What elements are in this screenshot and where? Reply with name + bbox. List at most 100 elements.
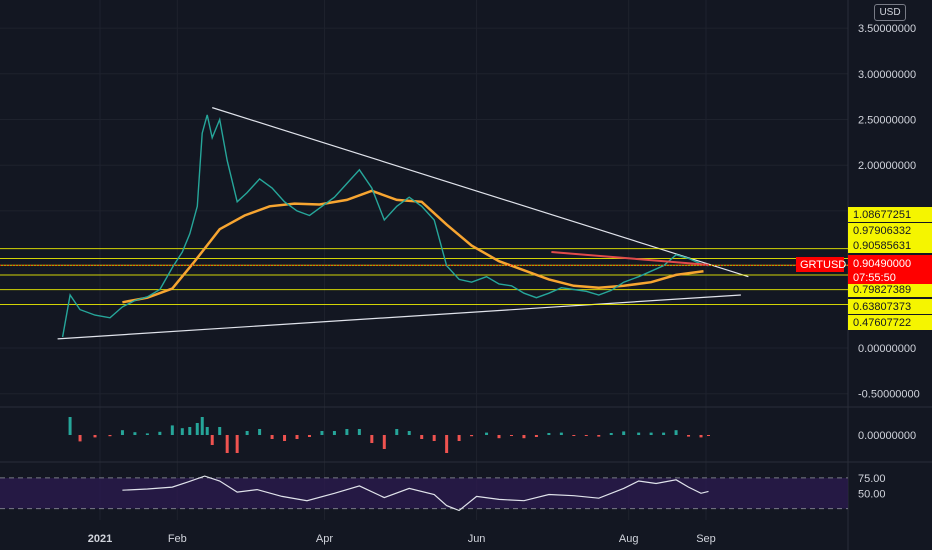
time-tick: Jun — [468, 533, 486, 545]
macd-bar — [584, 435, 588, 436]
macd-bar — [445, 435, 449, 453]
macd-bar — [200, 417, 204, 435]
level-badge — [848, 299, 932, 314]
price-tick: 3.50000000 — [858, 23, 916, 35]
macd-bar — [509, 435, 513, 436]
macd-bar — [108, 435, 112, 437]
macd-bar — [295, 435, 299, 439]
level-badge — [848, 238, 932, 253]
macd-bar — [320, 431, 324, 435]
macd-bar — [258, 429, 262, 435]
trendline[interactable] — [57, 294, 741, 340]
time-tick: Apr — [316, 533, 333, 545]
rsi-axis: 75.00 50.00 — [858, 473, 886, 500]
macd-bar — [485, 432, 489, 435]
macd-bar — [180, 428, 184, 435]
macd-bar — [270, 435, 274, 439]
macd-bar — [195, 423, 199, 435]
symbol-label: GRTUSD — [800, 259, 846, 271]
price-tick: 3.00000000 — [858, 69, 916, 81]
current-price-label: 0.90490000 — [853, 258, 911, 270]
time-tick: Aug — [619, 533, 639, 545]
macd-bar — [395, 429, 399, 435]
time-tick: Sep — [696, 533, 716, 545]
macd-bar — [357, 429, 361, 435]
macd-bar — [93, 435, 97, 438]
macd-bar — [522, 435, 526, 439]
moving-average-line — [122, 189, 704, 304]
macd-bar — [622, 431, 626, 435]
macd-bar — [497, 435, 501, 439]
macd-bar — [706, 435, 710, 436]
macd-bar — [649, 432, 653, 435]
price-line — [61, 114, 709, 338]
macd-bar — [547, 433, 551, 435]
macd-panel — [68, 417, 710, 453]
level-badge — [848, 207, 932, 222]
macd-bar — [407, 431, 411, 435]
macd-bar — [345, 429, 349, 435]
level-badge — [848, 282, 932, 297]
level-label: 0.90585631 — [853, 240, 911, 252]
macd-bar — [245, 431, 249, 435]
macd-bar — [205, 427, 209, 435]
level-label: 0.97906332 — [853, 225, 911, 237]
macd-bar — [170, 425, 174, 435]
macd-bar — [699, 435, 703, 438]
rsi-panel — [0, 475, 848, 512]
time-tick: 2021 — [88, 533, 112, 545]
macd-bar — [188, 427, 192, 435]
macd-bar — [637, 432, 641, 435]
price-tick: 2.50000000 — [858, 115, 916, 127]
macd-bar — [609, 433, 613, 435]
macd-bar — [370, 435, 374, 443]
macd-bar — [559, 432, 563, 435]
macd-axis-label: 0.00000000 — [858, 430, 916, 442]
level-badge — [848, 315, 932, 330]
price-tick: 0.00000000 — [858, 343, 916, 355]
current-price-badge: GRTUSD 0.90490000 07:55:50 — [796, 255, 932, 284]
macd-bar — [662, 432, 666, 435]
macd-bar — [432, 435, 436, 441]
countdown-label: 07:55:50 — [853, 272, 896, 284]
macd-bar — [470, 435, 474, 437]
level-label: 0.79827389 — [853, 284, 911, 296]
rsi-band — [0, 477, 848, 509]
time-axis: 2021 Feb Apr Jun Aug Sep — [88, 533, 716, 545]
time-tick: Feb — [168, 533, 187, 545]
macd-bar — [457, 435, 461, 441]
macd-bar — [674, 430, 678, 435]
level-badge — [848, 223, 932, 238]
macd-bar — [225, 435, 229, 453]
level-label: 0.63807373 — [853, 301, 911, 313]
currency-badge[interactable]: USD — [874, 4, 906, 21]
macd-bar — [158, 431, 162, 435]
macd-bar — [572, 435, 576, 436]
macd-bar — [597, 435, 601, 437]
macd-bar — [534, 435, 538, 437]
macd-bar — [235, 435, 239, 453]
price-tick: 2.00000000 — [858, 160, 916, 172]
macd-bar — [145, 433, 149, 435]
macd-bar — [382, 435, 386, 449]
macd-bar — [283, 435, 287, 441]
macd-bar — [78, 435, 82, 442]
macd-bar — [687, 435, 691, 437]
price-tick: -0.50000000 — [858, 389, 920, 401]
macd-bar — [420, 435, 424, 439]
level-label: 0.47607722 — [853, 317, 911, 329]
level-label: 1.08677251 — [853, 209, 911, 221]
macd-bar — [332, 431, 336, 435]
macd-bar — [120, 430, 124, 435]
resistance-segment — [551, 251, 709, 266]
macd-bar — [68, 417, 72, 435]
macd-bar — [218, 427, 222, 435]
macd-bar — [307, 435, 311, 437]
rsi-line — [122, 475, 709, 512]
macd-bar — [133, 432, 137, 435]
rsi-tick: 50.00 — [858, 488, 886, 500]
macd-bar — [210, 435, 214, 445]
rsi-tick: 75.00 — [858, 473, 886, 485]
